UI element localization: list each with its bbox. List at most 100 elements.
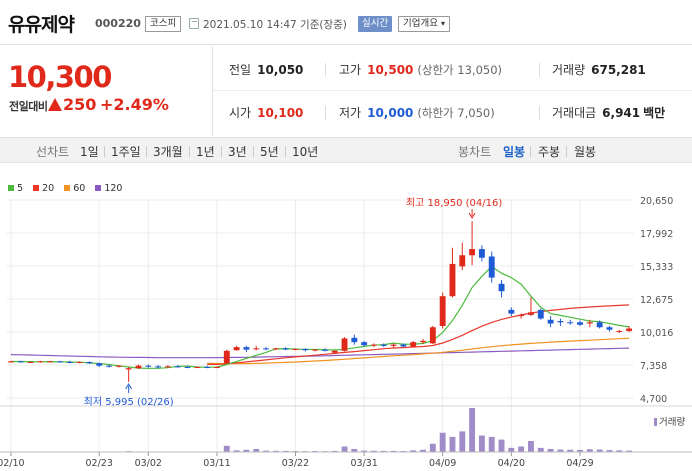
toolbar-divider <box>189 146 190 157</box>
volume-label: 거래량 <box>659 416 685 428</box>
volume-bar <box>616 450 623 452</box>
candle-body <box>537 309 544 319</box>
stat-value: 675,281 <box>591 63 646 77</box>
volume-bar <box>478 435 485 452</box>
volume-bar <box>361 450 368 452</box>
legend-swatch <box>64 185 71 191</box>
legend-label: 60 <box>73 183 86 194</box>
x-tick-label: 04/09 <box>429 458 456 469</box>
stat-label: 시가 <box>229 106 252 120</box>
candle-body <box>420 340 426 343</box>
period-1d[interactable]: 1일 <box>80 145 99 159</box>
y-tick-label: 12,675 <box>640 295 673 306</box>
candle-body <box>488 256 495 278</box>
candle-body <box>106 365 112 367</box>
volume-bar <box>469 408 476 452</box>
candle-body <box>586 322 593 324</box>
stat-value: 10,050 <box>257 63 304 77</box>
volume-bar <box>263 450 269 452</box>
volume-bar <box>626 450 633 452</box>
candle-body <box>125 368 132 370</box>
candle-body <box>214 366 220 368</box>
ma-line-ma60 <box>207 337 630 365</box>
volume-bar <box>586 449 593 452</box>
x-tick-label: 03/22 <box>282 458 309 469</box>
toolbar-divider <box>530 146 531 157</box>
volume-bar <box>331 450 338 452</box>
stat-label: 전일 <box>229 63 252 77</box>
x-tick-label: 02/10 <box>0 458 25 469</box>
chart-grid <box>6 199 634 452</box>
candle-body <box>145 365 152 367</box>
volume-bar <box>341 446 348 452</box>
volume-bar <box>488 436 495 452</box>
x-tick-label: 02/23 <box>86 458 113 469</box>
volume-bar <box>223 445 230 452</box>
stats-row-divider <box>213 90 692 91</box>
ma-legend: 5 20 60 120 <box>8 183 129 194</box>
period-1w[interactable]: 1주일 <box>111 145 141 159</box>
candle-body <box>508 309 515 314</box>
stat-label: 고가 <box>339 63 362 77</box>
candle-body <box>557 321 564 323</box>
low-arrow-icon <box>125 383 133 390</box>
candle-body <box>47 361 54 363</box>
candle-body <box>380 344 387 346</box>
candle-body <box>567 322 574 324</box>
candle-daily[interactable]: 일봉 <box>503 145 526 159</box>
candle-body <box>253 348 260 350</box>
period-3y[interactable]: 3년 <box>228 145 247 159</box>
stat-prev-close: 전일 10,050 <box>229 61 303 78</box>
toolbar-divider <box>104 146 105 157</box>
ma-line-ma5 <box>10 265 630 369</box>
candle-monthly[interactable]: 월봉 <box>574 145 597 159</box>
chart-axes: 20,650 17,992 15,333 12,675 10,016 7,358 4,700… <box>0 196 692 469</box>
stat-value: 10,500 <box>367 63 414 77</box>
realtime-button[interactable]: 실시간 <box>358 16 393 32</box>
candle-body <box>57 361 63 363</box>
low-annotation: 최저 5,995 (02/26) <box>84 396 174 408</box>
candle-body <box>302 348 309 351</box>
y-tick-label: 7,358 <box>640 361 667 372</box>
volume-bar <box>272 450 279 452</box>
candle-body <box>233 347 240 351</box>
stat-label: 거래대금 <box>552 106 597 120</box>
volume-bar <box>351 448 358 452</box>
legend-ma60: 60 <box>64 183 85 194</box>
price-change: 250 <box>63 95 97 114</box>
toolbar-divider <box>146 146 147 157</box>
candle-chart-label: 봉차트 <box>458 145 492 159</box>
stat-unit: 백만 <box>643 106 666 120</box>
candle-body <box>155 366 162 368</box>
x-tick-label: 04/29 <box>566 458 593 469</box>
company-overview-button[interactable]: 기업개요 ▾ <box>398 16 451 32</box>
period-10y[interactable]: 10년 <box>292 145 319 159</box>
stat-label: 저가 <box>339 106 362 120</box>
volume-bar <box>420 449 426 452</box>
period-5y[interactable]: 5년 <box>260 145 279 159</box>
candle-body <box>204 366 211 368</box>
stat-amount: 거래대금 6,941 백만 <box>552 104 665 121</box>
candle-body <box>223 350 230 364</box>
candle-body <box>449 263 456 297</box>
candle-body <box>66 362 73 363</box>
candle-body <box>547 319 554 324</box>
calendar-icon <box>189 18 199 29</box>
high-annotation: 최고 18,950 (04/16) <box>406 197 502 209</box>
candle-body <box>577 322 583 325</box>
candle-body <box>115 365 122 367</box>
candle-body <box>37 361 44 363</box>
candle-body <box>469 249 476 256</box>
legend-swatch <box>95 185 102 191</box>
candle-body <box>459 255 466 267</box>
volume-bar <box>528 441 534 452</box>
volume-bar <box>518 446 525 452</box>
y-tick-label: 17,992 <box>640 229 673 240</box>
candle-body <box>312 349 319 351</box>
volume-bar <box>282 450 289 452</box>
period-3m[interactable]: 3개월 <box>153 145 183 159</box>
period-1y[interactable]: 1년 <box>196 145 215 159</box>
candle-weekly[interactable]: 주봉 <box>538 145 561 159</box>
candle-body <box>498 283 505 292</box>
candle-body <box>596 322 603 328</box>
